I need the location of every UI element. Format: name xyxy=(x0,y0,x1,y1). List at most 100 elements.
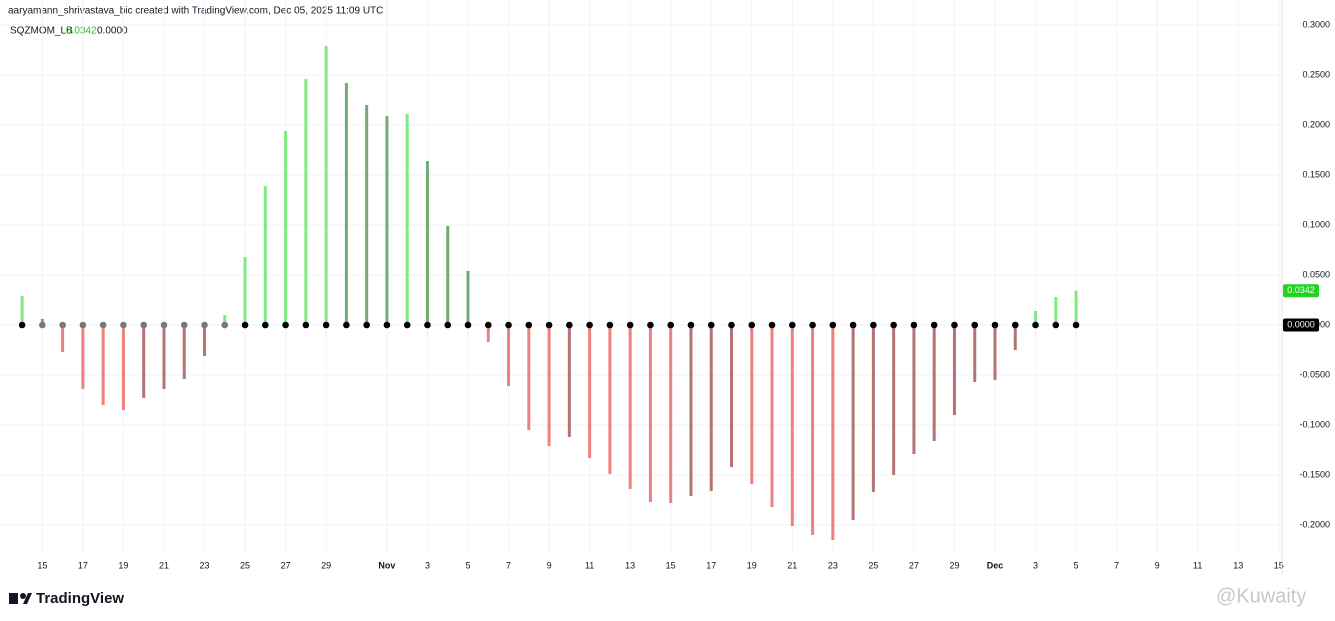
squeeze-dot xyxy=(383,321,391,329)
bar xyxy=(790,325,794,526)
bar xyxy=(669,325,673,503)
squeeze-dot xyxy=(201,321,208,329)
squeeze-dot xyxy=(59,321,66,329)
bar xyxy=(628,325,632,489)
squeeze-dot xyxy=(322,321,330,329)
bar xyxy=(912,325,916,454)
squeeze-dot xyxy=(1052,321,1060,329)
x-tick-label: 23 xyxy=(200,560,210,570)
x-tick-label: 19 xyxy=(118,560,128,570)
bar xyxy=(162,325,166,389)
x-tick-label: 29 xyxy=(949,560,959,570)
squeeze-dot xyxy=(606,321,614,329)
squeeze-dot xyxy=(768,321,776,329)
bar xyxy=(61,325,65,352)
squeeze-dot xyxy=(363,321,370,329)
y-tick-label: 0.2000 xyxy=(1302,119,1330,129)
bar xyxy=(385,116,389,325)
bar xyxy=(304,79,308,325)
x-tick-label: 25 xyxy=(240,560,250,570)
price-tag-label: 0.0342 xyxy=(1287,285,1315,295)
bar xyxy=(1013,325,1017,350)
watermark: @Kuwaity xyxy=(1216,585,1306,607)
bar xyxy=(588,325,592,458)
bar xyxy=(101,325,105,405)
squeeze-dot xyxy=(505,321,512,329)
bar xyxy=(486,325,490,342)
bar xyxy=(182,325,186,379)
bar xyxy=(750,325,754,484)
x-tick-label: 29 xyxy=(321,560,331,570)
squeeze-dot xyxy=(1011,321,1019,329)
squeeze-dot xyxy=(403,321,411,329)
squeeze-dot xyxy=(789,321,796,329)
bar xyxy=(973,325,977,382)
y-tick-label: 0.3000 xyxy=(1302,19,1330,29)
bar xyxy=(689,325,693,496)
squeeze-dot xyxy=(586,321,593,329)
legend-name: SQZMOM_LB xyxy=(10,26,73,37)
squeeze-dot xyxy=(930,321,938,329)
y-tick-label: 0.1500 xyxy=(1302,169,1330,179)
squeeze-dot xyxy=(870,321,877,329)
squeeze-dot xyxy=(221,321,229,329)
squeeze-dot xyxy=(1032,321,1039,329)
x-tick-label: 9 xyxy=(547,560,552,570)
y-tick-label: 0.0500 xyxy=(1302,269,1330,279)
x-tick-label: 21 xyxy=(787,560,797,570)
bar xyxy=(121,325,125,410)
legend-value: 0.0342 xyxy=(66,26,97,37)
bar xyxy=(365,105,369,325)
squeeze-dot xyxy=(728,321,735,329)
logo xyxy=(9,593,32,604)
bar xyxy=(608,325,612,474)
bar xyxy=(730,325,734,467)
bar xyxy=(223,315,227,325)
bar xyxy=(81,325,85,389)
bar xyxy=(142,325,146,398)
squeeze-dot xyxy=(545,321,553,329)
x-tick-label: 19 xyxy=(747,560,757,570)
bar xyxy=(466,271,470,325)
squeeze-dot xyxy=(910,321,918,329)
y-tick-label: -0.1500 xyxy=(1299,469,1330,479)
x-tick-label: 15 xyxy=(1274,560,1284,570)
bar xyxy=(993,325,997,380)
bar xyxy=(851,325,855,520)
squeeze-dot xyxy=(525,321,533,329)
squeeze-dot xyxy=(829,321,837,329)
y-tick-label: -0.0500 xyxy=(1299,369,1330,379)
squeeze-dot xyxy=(343,321,350,329)
squeeze-dot xyxy=(99,321,107,329)
x-tick-label: 21 xyxy=(159,560,169,570)
squeeze-dot xyxy=(566,321,573,329)
squeeze-dot xyxy=(282,321,289,329)
squeeze-dot xyxy=(444,321,452,329)
squeeze-dot xyxy=(302,321,310,329)
x-tick-label: 27 xyxy=(909,560,919,570)
squeeze-dot xyxy=(484,321,492,329)
squeeze-dot xyxy=(120,321,127,329)
x-tick-label: Nov xyxy=(378,560,395,570)
bar xyxy=(1054,297,1058,325)
squeeze-dot xyxy=(79,321,87,329)
bar xyxy=(243,257,247,325)
bar xyxy=(1034,311,1038,325)
bar xyxy=(263,186,267,325)
branding: TradingView xyxy=(36,590,124,607)
x-tick-label: Dec xyxy=(987,560,1004,570)
bar xyxy=(932,325,936,441)
squeeze-dot xyxy=(1072,321,1080,329)
x-tick-label: 15 xyxy=(666,560,676,570)
bar xyxy=(547,325,551,446)
squeeze-dot xyxy=(626,321,634,329)
bar xyxy=(709,325,713,491)
x-tick-label: 7 xyxy=(506,560,511,570)
x-tick-label: 7 xyxy=(1114,560,1119,570)
squeeze-dot xyxy=(39,321,46,329)
x-tick-label: 11 xyxy=(1193,560,1202,570)
price-tag-label: 0.0000 xyxy=(1287,319,1315,329)
bar xyxy=(20,296,24,325)
